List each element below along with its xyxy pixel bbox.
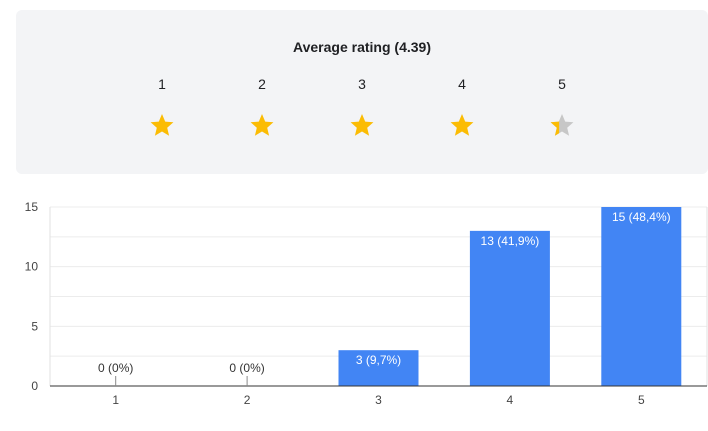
bar-data-label: 15 (48,4%) <box>612 210 671 224</box>
rating-distribution-bar-chart: 0 5 10 15 1 2 3 4 5 0 (0%) 0 (0%) 3 (9,7%) 13 (41,9… <box>25 200 708 407</box>
star-icon <box>150 114 174 136</box>
rating-level-2: 2 <box>242 76 282 138</box>
bar-data-label: 13 (41,9%) <box>481 234 540 248</box>
rating-level-number: 2 <box>258 76 266 92</box>
bar-data-label: 3 (9,7%) <box>356 353 401 367</box>
star-icon <box>450 114 474 136</box>
bar-rating-4 <box>469 230 550 386</box>
rating-level-4: 4 <box>442 76 482 138</box>
chart-bars <box>338 207 682 386</box>
x-tick-label: 4 <box>507 393 514 407</box>
rating-level-5: 5 <box>542 76 582 138</box>
bar-data-label: 0 (0%) <box>229 361 264 375</box>
rating-level-number: 3 <box>358 76 366 92</box>
y-tick-label: 0 <box>31 379 38 393</box>
rating-summary-card: Average rating (4.39) 1 2 3 4 5 <box>16 10 708 174</box>
rating-level-number: 5 <box>558 76 566 92</box>
chart-axes: 0 5 10 15 1 2 3 4 5 <box>25 200 707 407</box>
x-tick-label: 5 <box>638 393 645 407</box>
bar-rating-5 <box>601 207 682 386</box>
x-tick-label: 2 <box>244 393 251 407</box>
y-tick-label: 5 <box>31 319 38 333</box>
rating-level-1: 1 <box>142 76 182 138</box>
chart-data-labels: 0 (0%) 0 (0%) 3 (9,7%) 13 (41,9%) 15 (48,4%) <box>98 210 671 386</box>
y-tick-label: 10 <box>25 260 39 274</box>
rating-level-3: 3 <box>342 76 382 138</box>
chart-gridlines <box>49 206 708 387</box>
y-tick-label: 15 <box>25 200 39 214</box>
average-rating-title: Average rating (4.39) <box>293 39 431 55</box>
rating-level-number: 1 <box>158 76 166 92</box>
star-icon <box>550 114 574 136</box>
star-icon <box>350 114 374 136</box>
bar-data-label: 0 (0%) <box>98 361 133 375</box>
x-tick-label: 1 <box>112 393 119 407</box>
star-icon <box>250 114 274 136</box>
bar-rating-3 <box>338 350 419 386</box>
x-tick-label: 3 <box>375 393 382 407</box>
rating-level-number: 4 <box>458 76 466 92</box>
